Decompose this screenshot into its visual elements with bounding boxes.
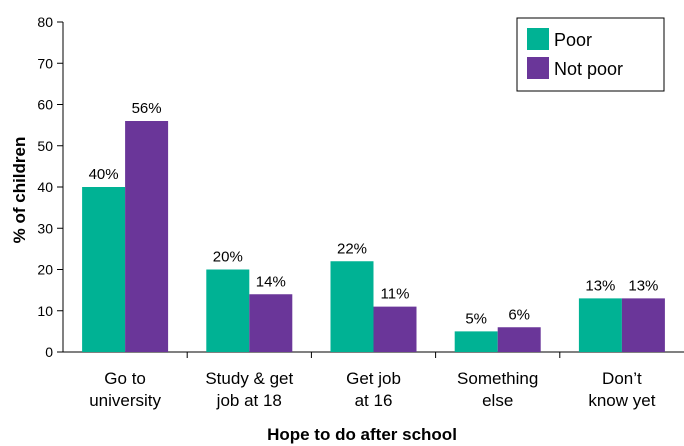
data-label: 6% (508, 306, 530, 323)
x-tick-label: Study & get job at 18 (205, 369, 293, 410)
y-axis-title: % of children (10, 137, 29, 244)
tick-labels: 0 10 20 30 40 50 60 70 80 Go to university Study & … (37, 14, 655, 410)
bar-not-poor (249, 294, 293, 352)
y-tick-label: 50 (37, 138, 53, 154)
legend-swatch-not-poor (527, 57, 549, 79)
bar-poor (206, 269, 250, 352)
data-label: 56% (132, 100, 162, 117)
data-label: 40% (89, 166, 119, 183)
y-tick-label: 30 (37, 220, 53, 236)
data-label: 13% (628, 277, 658, 294)
data-label: 20% (213, 249, 243, 266)
bar-poor (578, 298, 622, 352)
x-tick-label: Get job at 16 (346, 369, 401, 410)
y-tick-label: 60 (37, 97, 53, 113)
data-label: 13% (585, 277, 615, 294)
data-labels: 40% 56% 20% 14% 22% 11% 5% 6% 13% 13% (89, 100, 659, 327)
legend: Poor Not poor (516, 17, 665, 92)
bar-not-poor (497, 327, 541, 352)
bar-not-poor (621, 298, 665, 352)
x-tick-label: Something else (457, 369, 538, 410)
y-tick-label: 20 (37, 262, 53, 278)
data-label: 11% (381, 286, 410, 303)
legend-label: Not poor (554, 59, 623, 79)
y-tick-label: 80 (37, 14, 53, 30)
bar-not-poor (125, 121, 169, 352)
x-axis-title: Hope to do after school (267, 425, 457, 444)
y-tick-label: 40 (37, 179, 53, 195)
y-tick-label: 10 (37, 303, 53, 319)
bar-poor (330, 261, 374, 352)
legend-label: Poor (554, 30, 592, 50)
data-label: 5% (465, 310, 487, 327)
bar-not-poor (373, 306, 417, 352)
data-label: 14% (256, 273, 286, 290)
x-tick-label: Go to university (89, 369, 161, 410)
y-tick-label: 70 (37, 55, 53, 71)
bar-poor (454, 331, 498, 352)
y-tick-label: 0 (45, 344, 53, 360)
bars (82, 121, 665, 352)
legend-swatch-poor (527, 28, 549, 50)
bar-poor (82, 187, 126, 352)
data-label: 22% (337, 240, 367, 257)
x-tick-label: Don’t know yet (588, 369, 655, 410)
